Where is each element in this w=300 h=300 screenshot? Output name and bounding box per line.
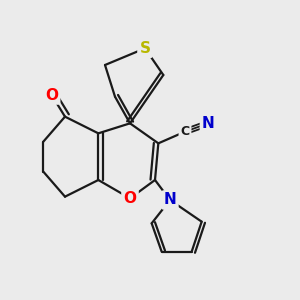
Text: C: C <box>180 125 190 138</box>
Text: O: O <box>124 191 136 206</box>
Text: O: O <box>45 88 58 103</box>
Text: S: S <box>140 41 151 56</box>
Text: N: N <box>164 193 176 208</box>
Text: N: N <box>202 116 215 131</box>
